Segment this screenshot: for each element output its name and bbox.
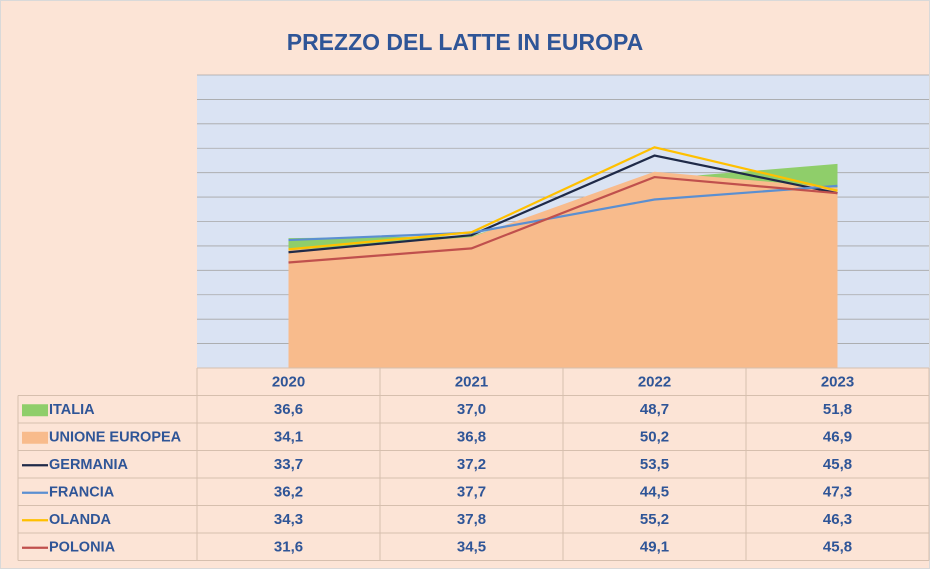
area <box>288 171 838 368</box>
x-tick-label: 2022 <box>638 374 671 391</box>
chart-title: PREZZO DEL LATTE IN EUROPA <box>287 29 644 55</box>
data-label: 53,5 <box>640 456 669 473</box>
data-label: 44,5 <box>640 484 669 501</box>
data-label: 36,6 <box>274 401 303 418</box>
data-label: 51,8 <box>823 401 852 418</box>
data-label: 55,2 <box>640 511 669 528</box>
legend-label: ITALIA <box>49 402 95 418</box>
data-label: 37,0 <box>457 401 486 418</box>
data-label: 46,9 <box>823 429 852 446</box>
line <box>288 146 838 251</box>
data-label: 36,8 <box>457 429 486 446</box>
data-label: 47,3 <box>823 484 852 501</box>
data-label: 36,2 <box>274 484 303 501</box>
legend-label: UNIONE EUROPEA <box>49 430 182 446</box>
data-label: 46,3 <box>823 511 852 528</box>
data-label: 31,6 <box>274 539 303 556</box>
legend-label: FRANCIA <box>49 485 115 501</box>
legend-key <box>22 431 48 444</box>
data-label: 37,7 <box>457 484 486 501</box>
legend-label: GERMANIA <box>49 457 128 473</box>
data-label: 45,8 <box>823 539 852 556</box>
data-label: 48,7 <box>640 401 669 418</box>
data-label: 37,8 <box>457 511 486 528</box>
line <box>288 175 838 264</box>
legend-key <box>22 404 48 417</box>
data-label: 49,1 <box>640 539 669 556</box>
line <box>288 154 838 254</box>
x-tick-label: 2023 <box>821 374 854 391</box>
line <box>288 184 838 242</box>
data-label: 33,7 <box>274 456 303 473</box>
x-tick-label: 2020 <box>272 374 305 391</box>
legend-label: POLONIA <box>49 540 116 556</box>
legend-label: OLANDA <box>49 512 112 528</box>
data-label: 34,5 <box>457 539 486 556</box>
data-label: 34,1 <box>274 429 303 446</box>
data-label: 34,3 <box>274 511 303 528</box>
data-label: 50,2 <box>640 429 669 446</box>
data-label: 45,8 <box>823 456 852 473</box>
x-tick-label: 2021 <box>455 374 488 391</box>
data-label: 37,2 <box>457 456 486 473</box>
